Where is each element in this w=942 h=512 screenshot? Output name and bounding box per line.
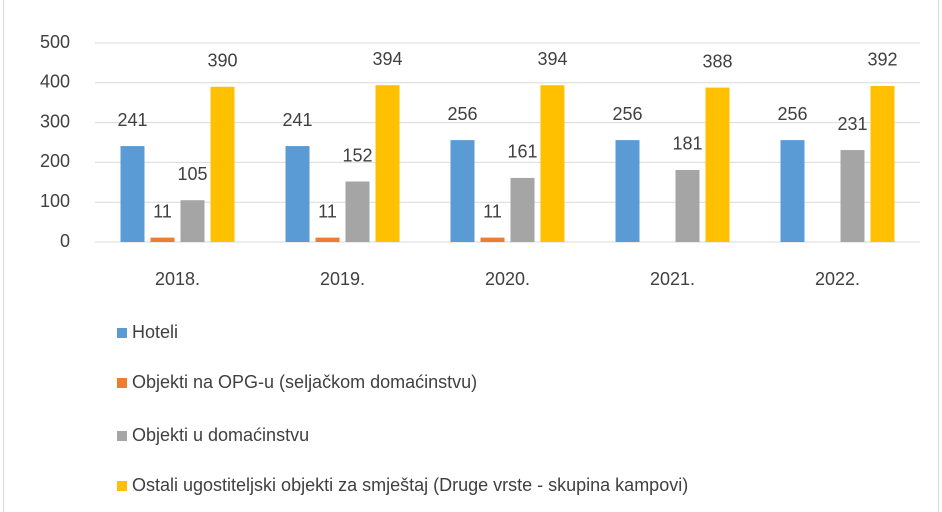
x-tick-label: 2020. <box>485 269 530 289</box>
data-label: 394 <box>372 49 402 69</box>
bar <box>375 85 400 242</box>
bar <box>450 140 475 242</box>
data-label: 11 <box>483 201 502 221</box>
x-tick-label: 2018. <box>155 269 200 289</box>
legend-label: Ostali ugostiteljski objekti za smještaj… <box>132 475 688 495</box>
legend-swatch <box>117 431 127 441</box>
data-label: 394 <box>537 49 567 69</box>
y-tick-label: 400 <box>40 72 70 92</box>
data-label: 181 <box>672 134 702 154</box>
bar <box>315 237 340 242</box>
bar <box>675 169 700 242</box>
x-tick-label: 2019. <box>320 269 365 289</box>
y-tick-label: 100 <box>40 191 70 211</box>
bar <box>210 86 235 242</box>
legend-swatch <box>117 378 127 388</box>
legend-label: Objekti u domaćinstvu <box>132 425 309 445</box>
bar <box>285 146 310 242</box>
data-label: 388 <box>702 51 732 71</box>
data-label: 256 <box>447 104 477 124</box>
bar <box>480 237 505 242</box>
y-tick-label: 200 <box>40 151 70 171</box>
legend-label: Objekti na OPG-u (seljačkom domaćinstvu) <box>132 372 477 392</box>
bar <box>120 146 145 242</box>
bar <box>510 177 535 242</box>
y-tick-label: 300 <box>40 111 70 131</box>
chart-frame <box>3 0 939 512</box>
bar <box>540 85 565 242</box>
legend-label: Hoteli <box>132 322 178 342</box>
bar <box>150 237 175 242</box>
y-tick-label: 0 <box>60 231 70 251</box>
data-label: 11 <box>318 201 337 221</box>
data-label: 152 <box>342 145 372 165</box>
data-label: 241 <box>117 110 147 130</box>
bar <box>180 200 205 242</box>
data-label: 161 <box>507 142 537 162</box>
bar <box>870 85 895 242</box>
bar <box>345 181 370 242</box>
data-label: 256 <box>612 104 642 124</box>
legend-swatch <box>117 328 127 338</box>
bar <box>705 87 730 243</box>
y-tick-label: 500 <box>40 32 70 52</box>
data-label: 241 <box>282 110 312 130</box>
data-label: 11 <box>153 201 172 221</box>
data-label: 256 <box>777 104 807 124</box>
bar <box>615 140 640 242</box>
x-tick-label: 2022. <box>815 269 860 289</box>
legend-swatch <box>117 481 127 491</box>
x-tick-label: 2021. <box>650 269 695 289</box>
bar <box>840 150 865 242</box>
data-label: 105 <box>177 164 207 184</box>
data-label: 392 <box>867 50 897 70</box>
data-label: 390 <box>207 51 237 71</box>
bar <box>780 140 805 242</box>
data-label: 231 <box>837 114 867 134</box>
